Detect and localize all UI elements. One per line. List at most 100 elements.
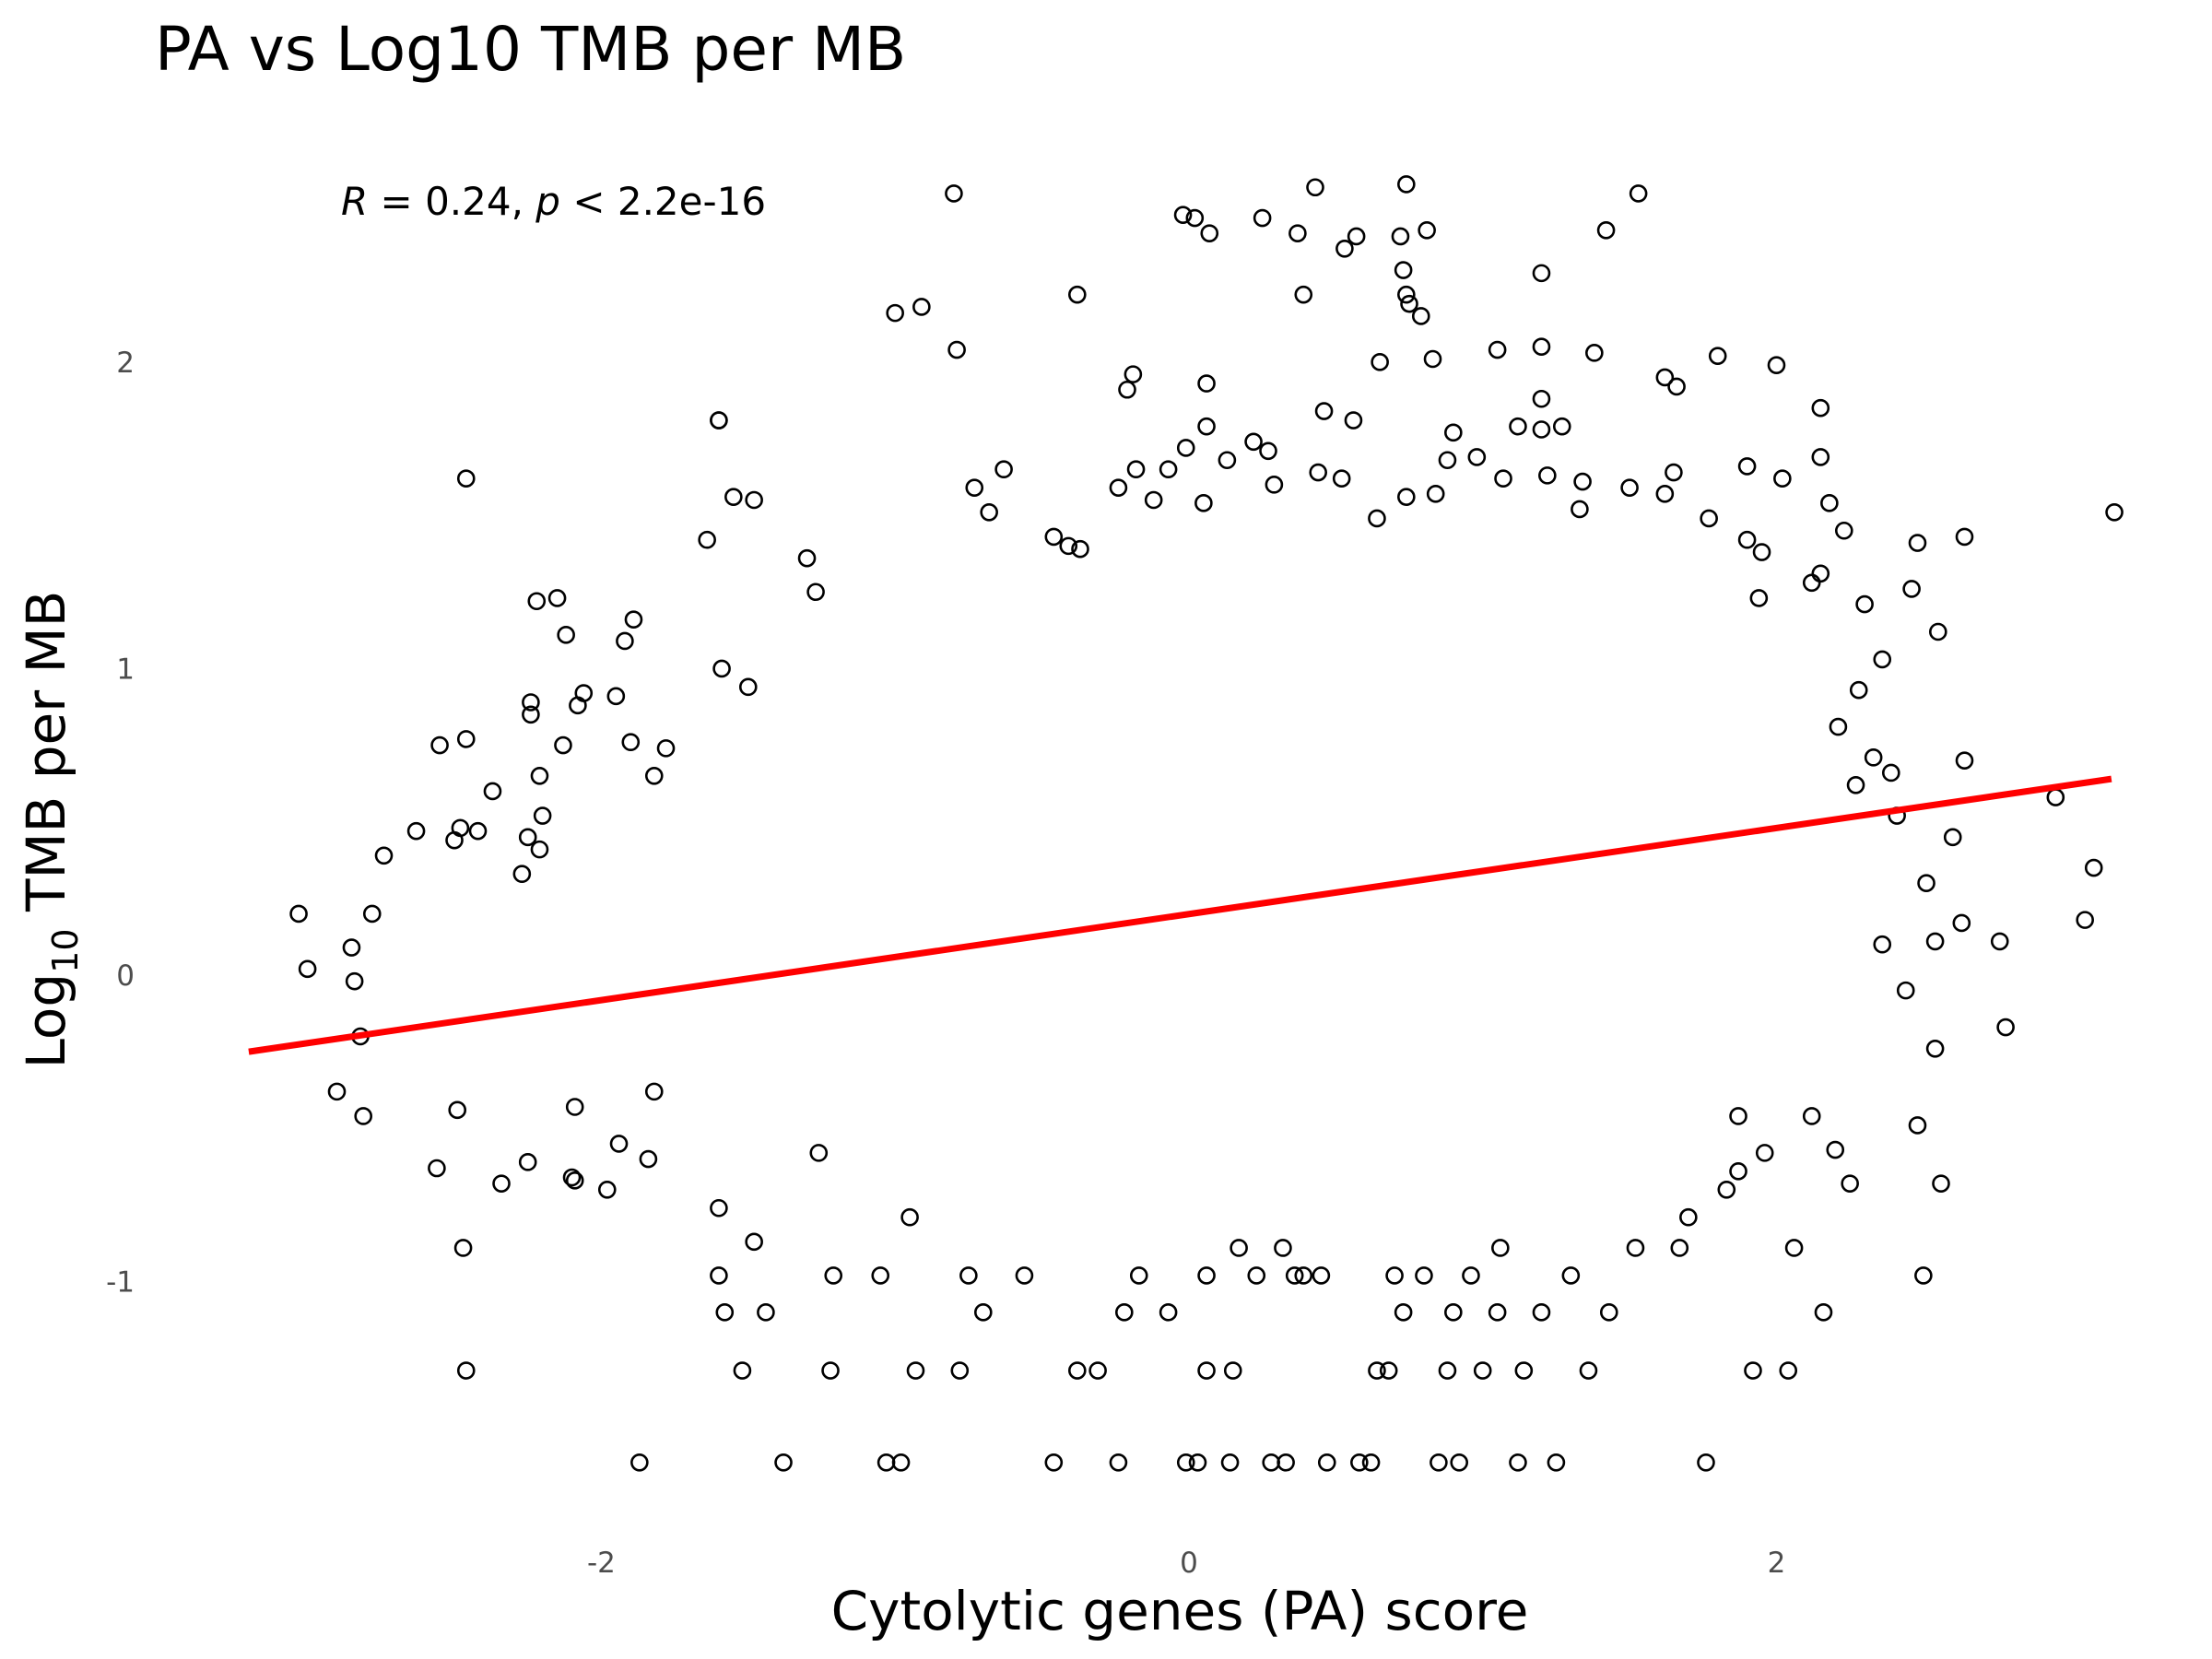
- data-point: [1679, 1207, 1698, 1227]
- data-point: [710, 1266, 728, 1285]
- data-point: [448, 1100, 467, 1120]
- data-point: [1294, 1266, 1313, 1285]
- data-point: [1573, 472, 1592, 491]
- data-point: [1532, 264, 1551, 283]
- data-point: [1144, 490, 1163, 510]
- data-point: [530, 767, 549, 785]
- data-point: [1925, 932, 1945, 951]
- data-point: [1841, 1174, 1859, 1193]
- data-point: [1955, 527, 1974, 547]
- data-point: [1767, 356, 1786, 374]
- data-point: [710, 1198, 728, 1218]
- data-point: [1444, 1303, 1463, 1322]
- data-point: [327, 1082, 347, 1101]
- data-point: [959, 1266, 978, 1285]
- data-point: [2105, 502, 2124, 522]
- data-point: [1253, 208, 1272, 228]
- data-point: [1230, 1239, 1248, 1257]
- data-point: [1159, 460, 1178, 479]
- data-point: [1811, 564, 1830, 583]
- data-point: [1244, 432, 1263, 452]
- data-point: [1873, 935, 1892, 954]
- data-point: [745, 1232, 763, 1252]
- data-point: [1332, 469, 1351, 488]
- data-point: [1415, 1266, 1433, 1285]
- data-point: [1176, 1453, 1195, 1472]
- data-point: [1596, 221, 1616, 240]
- data-point: [1896, 981, 1915, 1000]
- data-point: [1118, 380, 1136, 399]
- y-axis-title: Log10 TMB per MB: [15, 591, 86, 1069]
- data-point: [1849, 680, 1868, 700]
- data-point: [1347, 227, 1366, 246]
- data-point: [757, 1303, 775, 1322]
- data-point: [606, 687, 626, 706]
- data-point: [1571, 500, 1589, 519]
- data-point: [1418, 221, 1436, 240]
- chart-title: PA vs Log10 TMB per MB: [155, 14, 906, 85]
- data-point: [1655, 485, 1675, 503]
- data-point: [298, 959, 317, 979]
- data-point: [1925, 1040, 1945, 1058]
- data-point: [1188, 1453, 1207, 1472]
- data-point: [809, 1144, 829, 1162]
- data-point: [547, 589, 567, 607]
- data-point: [453, 1239, 473, 1257]
- data-point: [1773, 469, 1792, 488]
- data-point: [1670, 1239, 1689, 1257]
- data-point: [1438, 451, 1457, 470]
- data-point: [1423, 349, 1442, 369]
- data-point: [1368, 1361, 1386, 1380]
- data-point: [1873, 650, 1892, 669]
- data-point: [1667, 377, 1686, 396]
- data-point: [1312, 1266, 1331, 1285]
- data-point: [1400, 294, 1418, 313]
- data-point: [2084, 858, 2103, 877]
- data-point: [518, 828, 537, 847]
- data-point: [774, 1453, 793, 1472]
- data-point: [2076, 911, 2094, 929]
- data-point: [1285, 1266, 1304, 1285]
- data-point: [871, 1266, 890, 1285]
- data-point: [565, 1171, 584, 1190]
- y-tick-label: -1: [106, 1266, 135, 1300]
- data-point: [1802, 573, 1821, 593]
- data-point: [522, 693, 540, 712]
- regression-line-group: [248, 775, 2112, 1055]
- data-point: [609, 1135, 629, 1153]
- data-point: [1200, 224, 1219, 242]
- data-point: [1826, 1140, 1845, 1159]
- data-point: [1579, 1361, 1598, 1380]
- data-point: [1717, 1180, 1736, 1199]
- data-point: [1015, 1266, 1034, 1285]
- data-point: [912, 298, 931, 316]
- data-point: [1371, 353, 1389, 371]
- y-tick-label: 2: [116, 347, 135, 380]
- data-point: [1444, 423, 1463, 442]
- data-point: [1917, 874, 1936, 893]
- data-point: [597, 1180, 617, 1199]
- data-point: [1829, 717, 1848, 736]
- data-point: [1361, 1453, 1381, 1472]
- data-point: [1430, 1453, 1448, 1472]
- data-point: [1194, 494, 1213, 512]
- data-point: [554, 735, 572, 755]
- data-point: [821, 1361, 840, 1380]
- data-point: [1749, 589, 1769, 607]
- data-point: [1697, 1453, 1715, 1472]
- data-point: [1908, 1116, 1927, 1135]
- data-point: [1044, 527, 1064, 547]
- data-point: [1620, 478, 1639, 497]
- y-axis-title-rest: TMB per MB: [15, 591, 77, 929]
- data-point: [527, 592, 547, 611]
- data-point: [1538, 466, 1557, 485]
- data-point: [1494, 469, 1512, 488]
- data-point: [1394, 1303, 1413, 1322]
- data-point: [1729, 1107, 1747, 1125]
- data-point: [1585, 344, 1604, 362]
- data-point: [1547, 1453, 1566, 1472]
- data-point: [1197, 1266, 1216, 1285]
- data-point: [1314, 402, 1334, 420]
- data-point: [1655, 368, 1675, 387]
- data-point: [1820, 494, 1839, 512]
